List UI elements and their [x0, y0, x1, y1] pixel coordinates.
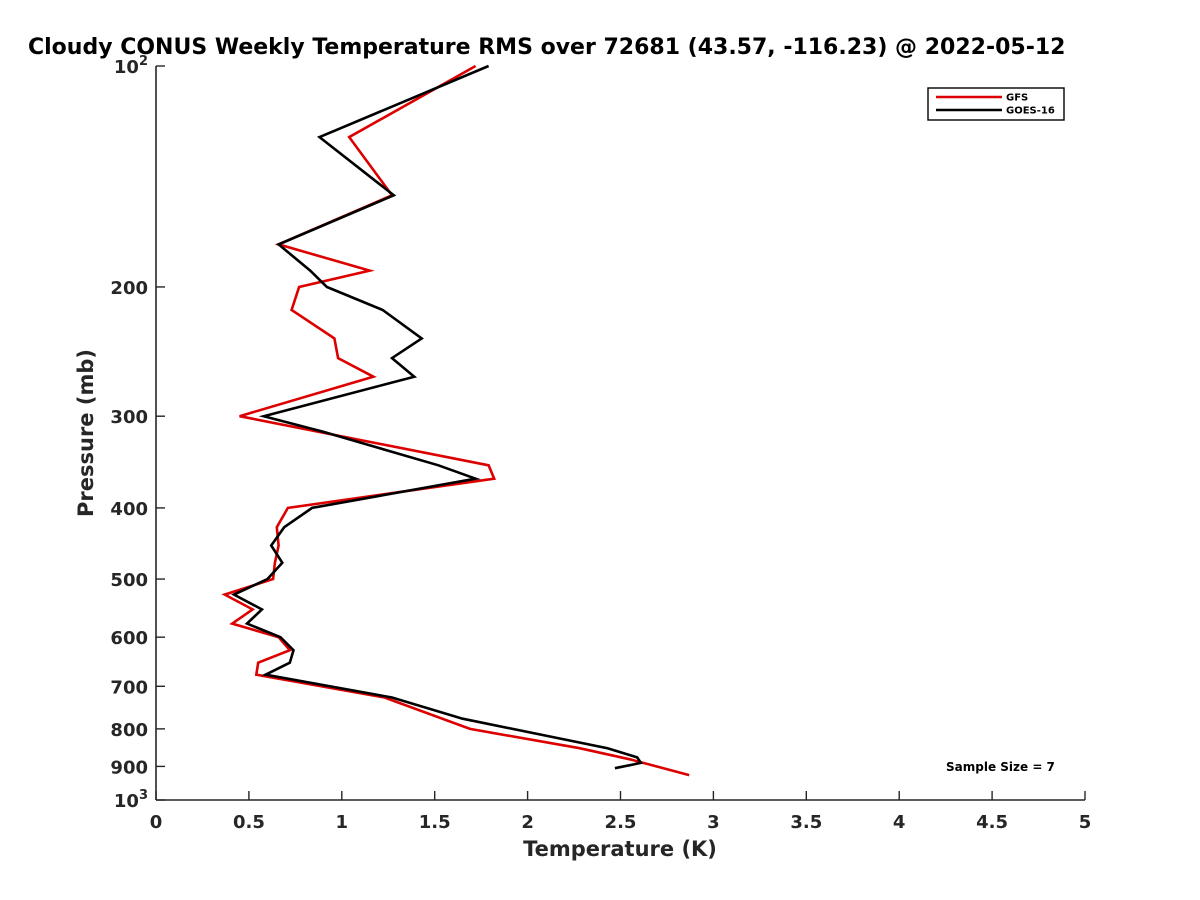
- series-layer: [221, 64, 690, 777]
- x-tick-label: 1: [336, 812, 349, 833]
- legend-label-gfs: GFS: [1006, 93, 1028, 104]
- y-axis-label: Pressure (mb): [74, 349, 98, 517]
- x-tick-label: 0: [150, 812, 163, 833]
- y-tick-label: 500: [110, 570, 148, 591]
- x-tick-label: 3: [707, 812, 720, 833]
- chart-title: Cloudy CONUS Weekly Temperature RMS over…: [28, 35, 1065, 60]
- y-tick-label: 400: [110, 499, 148, 520]
- y-axis: 102 200 300 400 500 600 700 800 900 103: [110, 54, 165, 812]
- plot-area: 0 0.5 1 1.5 2 2.5 3 3.5 4 4.5 5 102 200 300 400 500 600…: [110, 54, 1091, 833]
- series-line-goes16: [231, 64, 644, 770]
- x-tick-label: 2.5: [605, 812, 637, 833]
- x-tick-label: 1.5: [419, 812, 451, 833]
- x-axis-label: Temperature (K): [523, 837, 717, 861]
- x-tick-label: 5: [1079, 812, 1092, 833]
- series-line-gfs: [221, 64, 690, 777]
- y-tick-label: 102: [114, 54, 148, 78]
- y-tick-label: 200: [110, 278, 148, 299]
- y-tick-label: 800: [110, 720, 148, 741]
- y-tick-label: 900: [110, 757, 148, 778]
- y-tick-label: 700: [110, 677, 148, 698]
- legend-label-goes16: GOES-16: [1006, 106, 1055, 117]
- x-tick-label: 0.5: [233, 812, 265, 833]
- x-axis: 0 0.5 1 1.5 2 2.5 3 3.5 4 4.5 5: [150, 791, 1092, 833]
- x-tick-label: 4: [893, 812, 906, 833]
- legend-box: [927, 87, 1065, 121]
- y-tick-label: 300: [110, 407, 148, 428]
- legend: GFS GOES-16: [927, 87, 1065, 121]
- x-tick-label: 2: [521, 812, 534, 833]
- sample-size-annotation: Sample Size = 7: [946, 760, 1055, 774]
- y-tick-label: 600: [110, 628, 148, 649]
- y-tick-label: 103: [114, 788, 148, 812]
- x-tick-label: 4.5: [976, 812, 1008, 833]
- x-tick-label: 3.5: [790, 812, 822, 833]
